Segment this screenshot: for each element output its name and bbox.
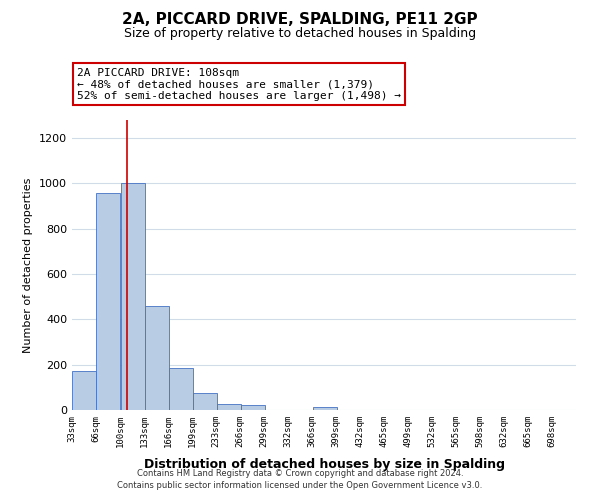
- Bar: [145, 306, 169, 410]
- Bar: [313, 406, 337, 410]
- Bar: [217, 404, 241, 410]
- X-axis label: Distribution of detached houses by size in Spalding: Distribution of detached houses by size …: [143, 458, 505, 471]
- Text: Contains public sector information licensed under the Open Government Licence v3: Contains public sector information licen…: [118, 481, 482, 490]
- Bar: [121, 184, 145, 410]
- Bar: [193, 393, 217, 410]
- Text: 2A PICCARD DRIVE: 108sqm
← 48% of detached houses are smaller (1,379)
52% of sem: 2A PICCARD DRIVE: 108sqm ← 48% of detach…: [77, 68, 401, 101]
- Bar: [96, 192, 120, 410]
- Y-axis label: Number of detached properties: Number of detached properties: [23, 178, 34, 352]
- Text: Size of property relative to detached houses in Spalding: Size of property relative to detached ho…: [124, 28, 476, 40]
- Text: 2A, PICCARD DRIVE, SPALDING, PE11 2GP: 2A, PICCARD DRIVE, SPALDING, PE11 2GP: [122, 12, 478, 28]
- Bar: [72, 372, 96, 410]
- Text: Contains HM Land Registry data © Crown copyright and database right 2024.: Contains HM Land Registry data © Crown c…: [137, 468, 463, 477]
- Bar: [169, 368, 193, 410]
- Bar: [241, 406, 265, 410]
